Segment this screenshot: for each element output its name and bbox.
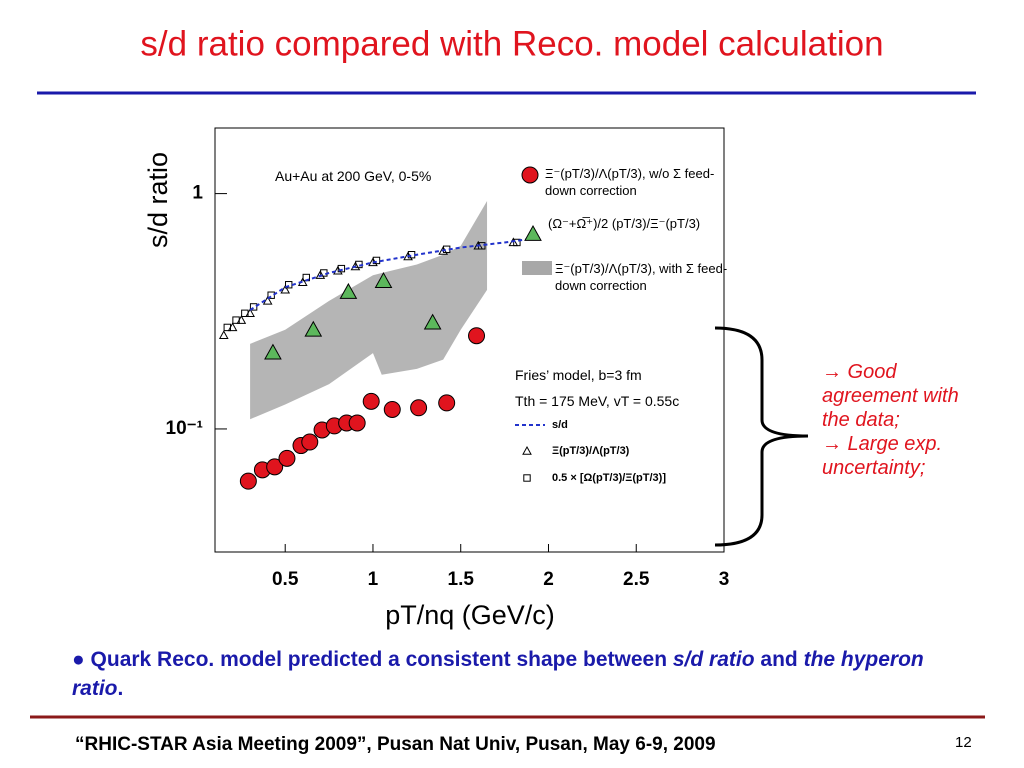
model-box (507, 352, 717, 494)
marker (513, 238, 521, 247)
model-title: Fries’ model, b=3 fm Tth = 175 MeV, vT =… (515, 362, 679, 414)
x-tick-label: 3 (719, 569, 730, 590)
marker (241, 309, 249, 318)
legend-entry: s/d (552, 419, 568, 431)
page-number: 12 (955, 734, 972, 751)
marker (223, 323, 231, 332)
bullet-em: s/d ratio (672, 648, 755, 671)
marker (249, 303, 258, 311)
marker (337, 264, 346, 273)
bullet-text: . (117, 677, 124, 700)
x-tick-label: 2 (543, 569, 554, 590)
marker (339, 282, 358, 299)
notes: → Good agreement with the data; → Large … (822, 360, 982, 480)
bullet-em: the hyperon ratio (72, 648, 924, 700)
model-line: Tth = 175 MeV, vT = 0.55c (515, 393, 680, 409)
model-line: Fries’ model, b=3 fm (515, 367, 642, 383)
marker (423, 313, 442, 330)
marker (348, 414, 366, 432)
legend-entry: (Ω⁻+Ω̅⁺)/2 (pT/3)/Ξ⁻(pT/3) (548, 216, 701, 231)
marker (410, 399, 428, 417)
marker (468, 327, 486, 345)
footer: “RHIC-STAR Asia Meeting 2009”, Pusan Nat… (75, 734, 716, 755)
marker (374, 272, 393, 288)
y-tick-label: 1 (192, 183, 203, 204)
note: → Large exp. uncertainty; (822, 433, 943, 479)
y-tick-label: 10⁻¹ (166, 418, 204, 439)
legend-swatch (522, 261, 552, 275)
note: → Good agreement with the data; (822, 361, 959, 431)
bullet-text: and (754, 648, 804, 671)
x-axis-label: pT/nq (GeV/c) (385, 600, 555, 630)
x-tick-label: 1.5 (448, 569, 475, 590)
marker (239, 472, 257, 490)
x-tick-label: 1 (368, 569, 379, 590)
x-tick-label: 0.5 (272, 569, 299, 590)
annotation: Au+Au at 200 GeV, 0-5% (275, 168, 432, 184)
marker (278, 449, 296, 467)
legend-entry: Ξ⁻(pT/3)/Λ(pT/3), w/o Σ feed-down correc… (545, 166, 715, 198)
brace (714, 326, 809, 547)
marker (264, 343, 282, 360)
marker (383, 400, 401, 418)
marker (362, 392, 380, 410)
bullet: ● Quark Reco. model predicted a consiste… (72, 648, 924, 700)
marker (521, 166, 539, 184)
marker (522, 445, 532, 455)
y-axis-label: s/d ratio (143, 152, 173, 248)
legend-entry: Ξ⁻(pT/3)/Λ(pT/3), with Σ feed-down corre… (555, 261, 728, 293)
title: s/d ratio compared with Reco. model calc… (140, 24, 883, 63)
marker (438, 394, 456, 412)
marker (266, 458, 284, 476)
x-tick-label: 2.5 (623, 569, 650, 590)
marker (523, 474, 531, 482)
marker (524, 224, 542, 241)
marker (232, 316, 240, 324)
bullet-text: Quark Reco. model predicted a consistent… (90, 648, 673, 671)
plot: 0.5 1 1.5 2 2.5 3 1 10⁻¹ pT/nq (GeV/c) s/d ratio (143, 152, 729, 630)
line (249, 236, 540, 311)
marker (218, 330, 229, 339)
legend-entry: 0.5 × [Ω(pT/3)/Ξ(pT/3)] (552, 472, 666, 484)
marker (301, 433, 319, 451)
legend-entry: Ξ(pT/3)/Λ(pT/3) (552, 445, 630, 457)
band (250, 201, 488, 420)
marker (304, 320, 323, 337)
marker (262, 295, 273, 305)
